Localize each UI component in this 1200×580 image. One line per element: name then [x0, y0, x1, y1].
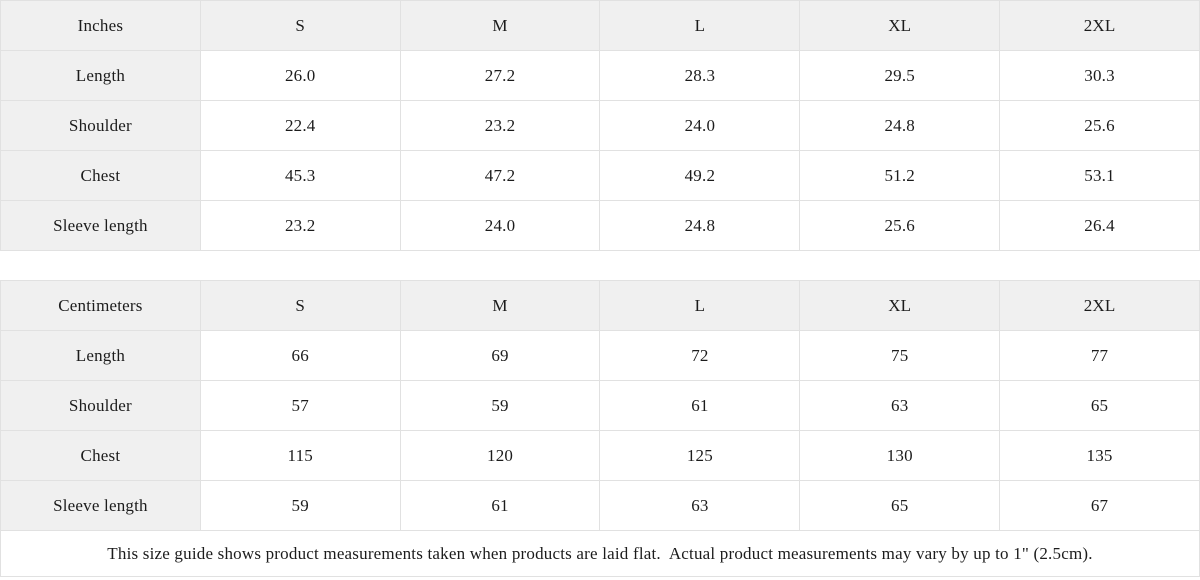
- table-row: Shoulder 22.4 23.2 24.0 24.8 25.6: [0, 100, 1200, 151]
- table-row: Shoulder 57 59 61 63 65: [0, 380, 1200, 431]
- value-cell: 30.3: [999, 50, 1200, 101]
- size-header: M: [399, 0, 601, 51]
- value-cell: 23.2: [199, 200, 401, 251]
- table-row: Length 26.0 27.2 28.3 29.5 30.3: [0, 50, 1200, 101]
- inches-size-table: Inches S M L XL 2XL Length 26.0 27.2 28.…: [0, 0, 1200, 251]
- size-header: 2XL: [999, 280, 1200, 331]
- value-cell: 53.1: [999, 150, 1200, 201]
- value-cell: 130: [799, 430, 1001, 481]
- table-row: Chest 45.3 47.2 49.2 51.2 53.1: [0, 150, 1200, 201]
- size-header: XL: [799, 280, 1001, 331]
- table-row: Sleeve length 59 61 63 65 67: [0, 480, 1200, 531]
- value-cell: 63: [799, 380, 1001, 431]
- value-cell: 51.2: [799, 150, 1001, 201]
- value-cell: 28.3: [599, 50, 801, 101]
- value-cell: 24.0: [599, 100, 801, 151]
- value-cell: 69: [399, 330, 601, 381]
- value-cell: 135: [999, 430, 1200, 481]
- value-cell: 59: [199, 480, 401, 531]
- value-cell: 45.3: [199, 150, 401, 201]
- unit-header-inches: Inches: [0, 0, 201, 51]
- value-cell: 115: [199, 430, 401, 481]
- value-cell: 120: [399, 430, 601, 481]
- header-row: Centimeters S M L XL 2XL: [0, 280, 1200, 331]
- value-cell: 61: [399, 480, 601, 531]
- value-cell: 72: [599, 330, 801, 381]
- value-cell: 125: [599, 430, 801, 481]
- value-cell: 61: [599, 380, 801, 431]
- size-header: L: [599, 0, 801, 51]
- value-cell: 26.4: [999, 200, 1200, 251]
- size-header: XL: [799, 0, 1001, 51]
- unit-header-centimeters: Centimeters: [0, 280, 201, 331]
- value-cell: 66: [199, 330, 401, 381]
- table-row: Sleeve length 23.2 24.0 24.8 25.6 26.4: [0, 200, 1200, 251]
- value-cell: 29.5: [799, 50, 1001, 101]
- value-cell: 67: [999, 480, 1200, 531]
- row-label: Chest: [0, 430, 201, 481]
- row-label: Shoulder: [0, 380, 201, 431]
- value-cell: 63: [599, 480, 801, 531]
- centimeters-size-table: Centimeters S M L XL 2XL Length 66 69 72…: [0, 280, 1200, 531]
- value-cell: 25.6: [999, 100, 1200, 151]
- measurement-note: This size guide shows product measuremen…: [0, 531, 1200, 577]
- size-header: S: [199, 280, 401, 331]
- value-cell: 65: [799, 480, 1001, 531]
- value-cell: 26.0: [199, 50, 401, 101]
- size-header: S: [199, 0, 401, 51]
- table-row: Chest 115 120 125 130 135: [0, 430, 1200, 481]
- value-cell: 24.0: [399, 200, 601, 251]
- value-cell: 47.2: [399, 150, 601, 201]
- value-cell: 75: [799, 330, 1001, 381]
- value-cell: 57: [199, 380, 401, 431]
- size-header: 2XL: [999, 0, 1200, 51]
- value-cell: 24.8: [799, 100, 1001, 151]
- value-cell: 25.6: [799, 200, 1001, 251]
- table-row: Length 66 69 72 75 77: [0, 330, 1200, 381]
- value-cell: 23.2: [399, 100, 601, 151]
- value-cell: 49.2: [599, 150, 801, 201]
- row-label: Sleeve length: [0, 200, 201, 251]
- value-cell: 77: [999, 330, 1200, 381]
- row-label: Length: [0, 330, 201, 381]
- row-label: Sleeve length: [0, 480, 201, 531]
- value-cell: 24.8: [599, 200, 801, 251]
- table-spacer: [0, 251, 1200, 280]
- value-cell: 27.2: [399, 50, 601, 101]
- size-header: M: [399, 280, 601, 331]
- value-cell: 59: [399, 380, 601, 431]
- size-header: L: [599, 280, 801, 331]
- row-label: Chest: [0, 150, 201, 201]
- header-row: Inches S M L XL 2XL: [0, 0, 1200, 51]
- value-cell: 22.4: [199, 100, 401, 151]
- value-cell: 65: [999, 380, 1200, 431]
- row-label: Length: [0, 50, 201, 101]
- row-label: Shoulder: [0, 100, 201, 151]
